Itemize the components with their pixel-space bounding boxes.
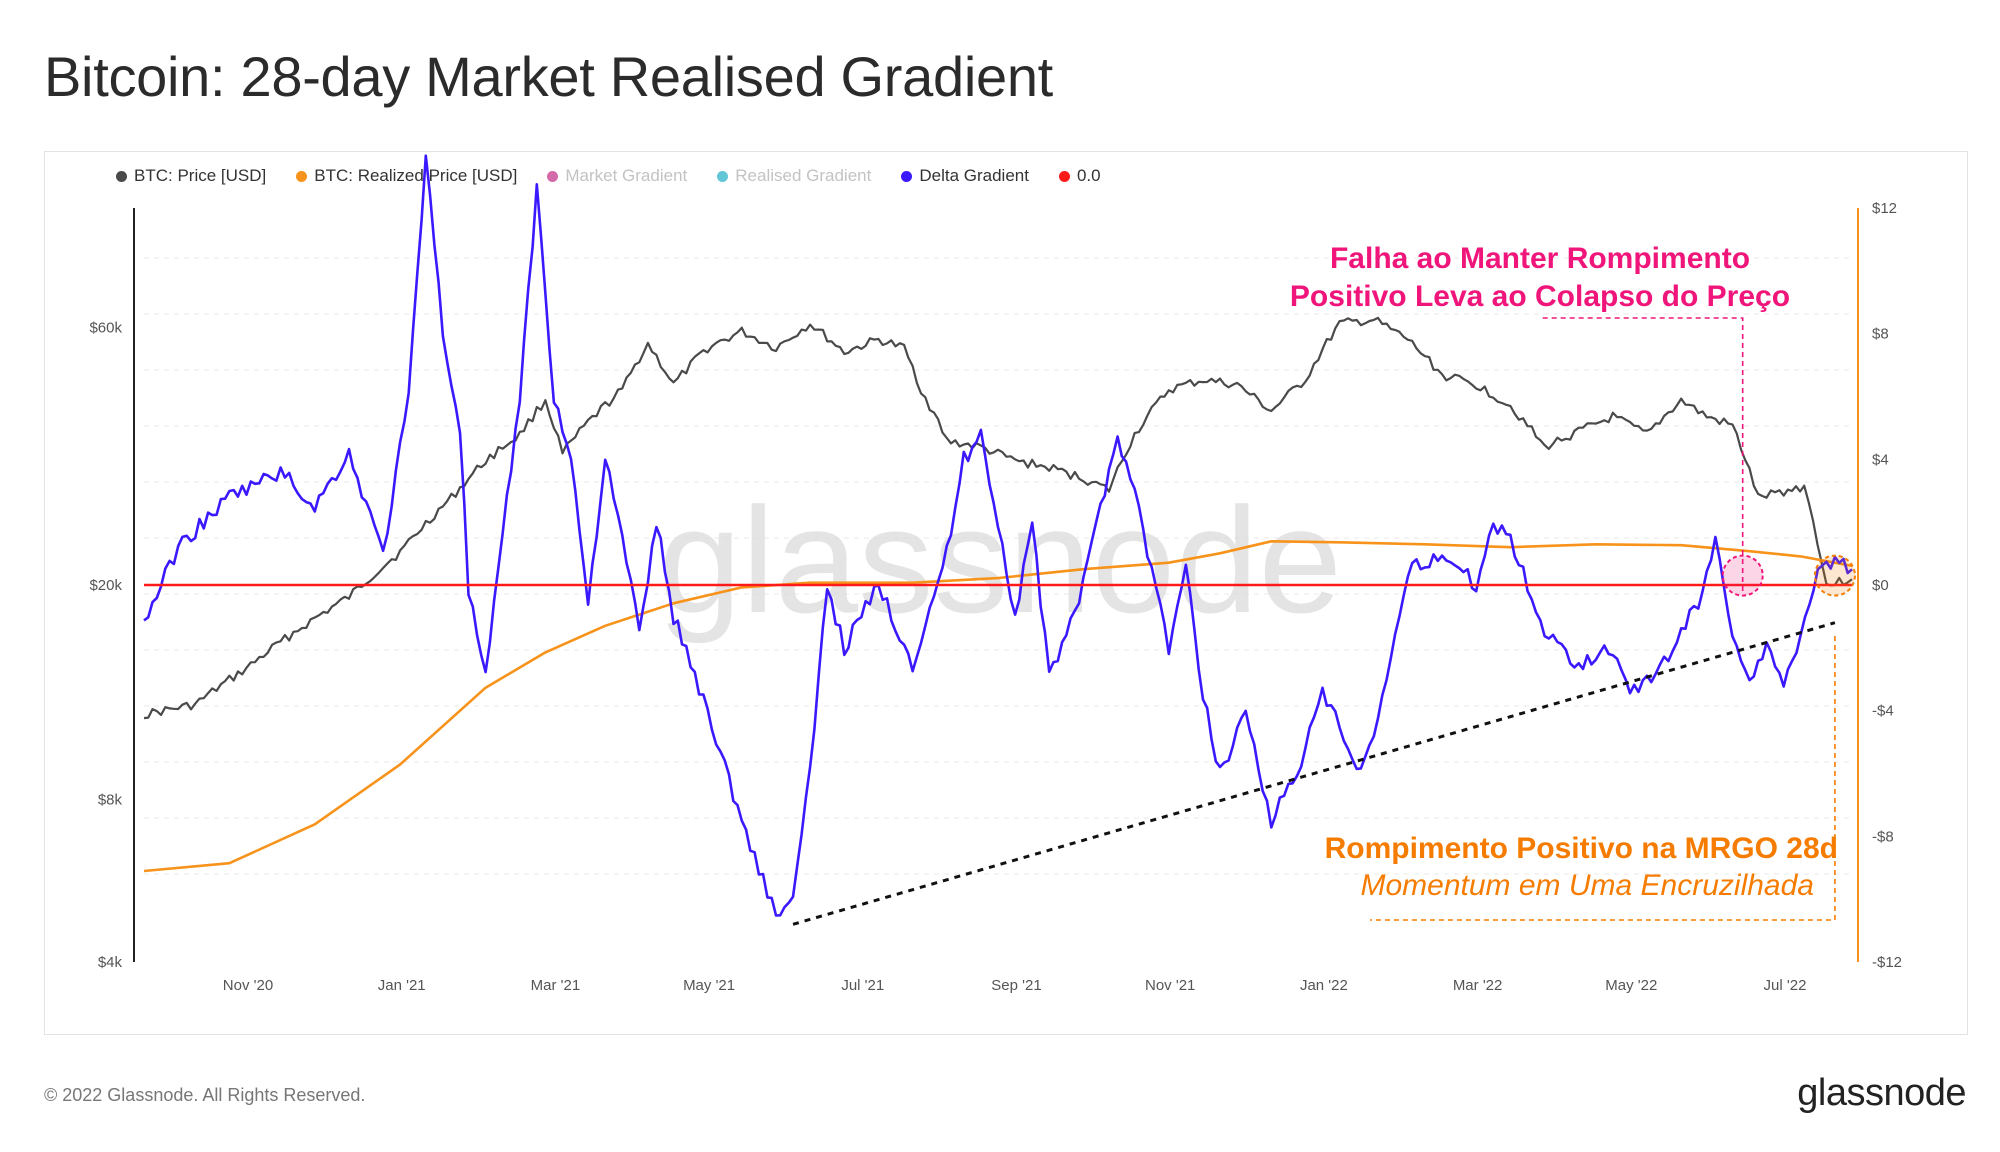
y-left-tick-label: $4k <box>98 954 123 971</box>
x-tick-label: May '21 <box>683 977 735 994</box>
bottom-annotation-line2: Momentum em Uma Encruzilhada <box>1360 869 1814 902</box>
series-line-1 <box>143 539 1853 873</box>
trendline <box>792 621 1836 926</box>
highlight-circle-1 <box>1813 554 1856 597</box>
chart-frame <box>44 151 1968 1035</box>
y-right-tick-label: $4 <box>1872 451 1889 468</box>
legend-item-2[interactable]: Market Gradient <box>547 166 687 186</box>
legend-item-5[interactable]: 0.0 <box>1058 166 1101 186</box>
chart-legend: BTC: Price [USD] BTC: Realized Price [USD… <box>116 166 1101 186</box>
legend-label: BTC: Realized Price [USD] <box>314 166 518 185</box>
bottom-annotation-connector <box>1370 636 1836 921</box>
legend-item-1[interactable]: BTC: Realized Price [USD] <box>296 166 517 186</box>
watermark-logo: glassnode <box>658 476 1342 644</box>
page-title: Bitcoin: 28-day Market Realised Gradient <box>44 45 1053 108</box>
copyright-footer: © 2022 Glassnode. All Rights Reserved. <box>44 1085 366 1105</box>
y-right-tick-label: -$8 <box>1872 828 1894 845</box>
bottom-annotation-line1: Rompimento Positivo na MRGO 28d <box>1325 832 1838 865</box>
legend-dot-icon <box>547 170 559 182</box>
top-annotation-line2: Positivo Leva ao Colapso do Preço <box>1290 280 1790 313</box>
legend-item-3[interactable]: Realised Gradient <box>717 166 871 186</box>
y-right-tick-label: $8 <box>1872 326 1889 343</box>
y-right-tick-label: $12 <box>1872 200 1897 217</box>
legend-label: Realised Gradient <box>735 166 872 185</box>
legend-dot-icon <box>717 170 729 182</box>
y-right-tick-label: -$12 <box>1872 954 1902 971</box>
x-tick-label: Sep '21 <box>991 977 1041 994</box>
x-tick-label: Jul '22 <box>1764 977 1807 994</box>
x-tick-label: Mar '21 <box>531 977 581 994</box>
series-line-0 <box>143 316 1853 720</box>
brand-logo: glassnode <box>1797 1072 1966 1114</box>
top-annotation-connector <box>1542 317 1744 596</box>
legend-label: 0.0 <box>1076 166 1101 185</box>
y-left-tick-label: $8k <box>98 792 123 809</box>
x-tick-label: Jan '22 <box>1300 977 1348 994</box>
top-annotation-line1: Falha ao Manter Rompimento <box>1330 242 1750 275</box>
y-left-tick-label: $60k <box>89 320 122 337</box>
legend-label: Market Gradient <box>565 166 688 185</box>
x-tick-label: Jul '21 <box>841 977 884 994</box>
x-tick-label: Mar '22 <box>1453 977 1503 994</box>
legend-item-4[interactable]: Delta Gradient <box>901 166 1029 186</box>
x-tick-label: Nov '20 <box>223 977 273 994</box>
legend-dot-icon <box>1058 170 1070 182</box>
series-line-2 <box>143 154 1853 917</box>
x-tick-label: May '22 <box>1605 977 1657 994</box>
x-tick-label: Jan '21 <box>378 977 426 994</box>
legend-item-0[interactable]: BTC: Price [USD] <box>116 166 266 186</box>
y-right-tick-label: -$4 <box>1872 703 1894 720</box>
legend-dot-icon <box>116 170 127 182</box>
x-tick-label: Nov '21 <box>1145 977 1195 994</box>
y-right-tick-label: $0 <box>1872 577 1889 594</box>
legend-dot-icon <box>901 170 913 182</box>
legend-dot-icon <box>296 170 308 182</box>
y-left-tick-label: $20k <box>89 577 122 594</box>
legend-label: BTC: Price [USD] <box>134 166 267 185</box>
legend-label: Delta Gradient <box>919 166 1029 185</box>
